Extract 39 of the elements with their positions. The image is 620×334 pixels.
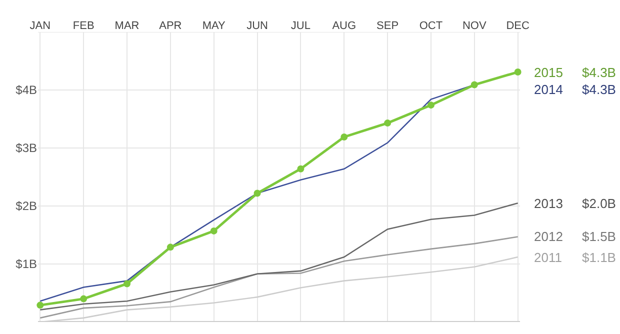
text: $1.5B: [582, 229, 616, 244]
point: [297, 165, 304, 172]
text: $2.0B: [582, 196, 616, 211]
x-tick-label: AUG: [332, 20, 356, 32]
x-tick-label: JUN: [246, 20, 268, 32]
text: $1.1B: [582, 250, 616, 265]
text: $4.3B: [582, 82, 616, 97]
x-tick-label: FEB: [72, 20, 94, 32]
x-tick-label: MAR: [114, 20, 140, 32]
series-label: 2015: [534, 65, 563, 80]
line-series: [40, 236, 518, 319]
x-tick-label: NOV: [462, 20, 487, 32]
series-label: 2013: [534, 196, 563, 211]
series-label: 2012: [534, 229, 563, 244]
y-tick-label: $2B: [16, 199, 37, 214]
x-tick-label: APR: [159, 20, 182, 32]
x-tick-label: MAY: [202, 20, 226, 32]
point: [340, 133, 348, 140]
point: [124, 280, 131, 288]
series-label: 2011: [534, 250, 562, 265]
text: $4.3B: [582, 65, 616, 80]
x-tick-label: OCT: [419, 20, 443, 32]
x-tick-label: JUL: [290, 20, 310, 32]
text: 2014: [534, 82, 563, 97]
point: [210, 227, 218, 234]
y-tick-label: $1B: [16, 257, 37, 272]
point: [254, 190, 261, 197]
x-tick-label: SEP: [376, 20, 399, 32]
point: [80, 295, 88, 302]
point: [166, 244, 174, 251]
point: [36, 302, 44, 309]
x-tick-label: JAN: [30, 20, 51, 32]
point: [514, 68, 522, 76]
point: [427, 102, 434, 109]
y-tick-label: $4B: [16, 83, 37, 98]
x-tick-label: DEC: [506, 20, 530, 32]
point: [470, 81, 478, 88]
point: [384, 120, 392, 127]
y-tick-label: $3B: [16, 141, 37, 156]
